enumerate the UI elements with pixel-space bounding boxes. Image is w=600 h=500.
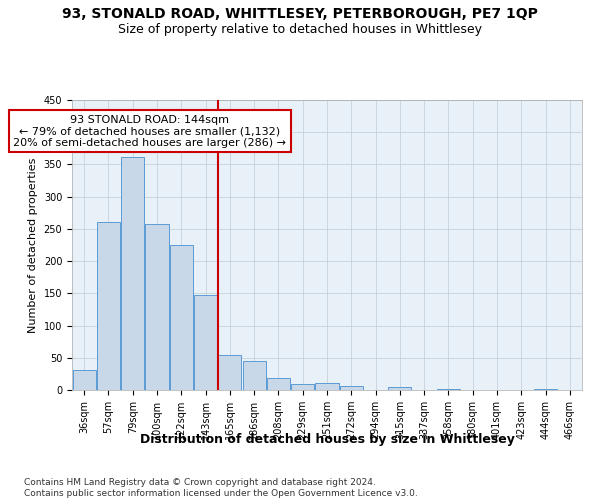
Bar xyxy=(170,245,193,390)
Text: 93, STONALD ROAD, WHITTLESEY, PETERBOROUGH, PE7 1QP: 93, STONALD ROAD, WHITTLESEY, PETERBOROU… xyxy=(62,8,538,22)
Y-axis label: Number of detached properties: Number of detached properties xyxy=(28,158,38,332)
Text: 93 STONALD ROAD: 144sqm
← 79% of detached houses are smaller (1,132)
20% of semi: 93 STONALD ROAD: 144sqm ← 79% of detache… xyxy=(13,115,286,148)
Bar xyxy=(340,386,363,390)
Bar xyxy=(267,378,290,390)
Bar xyxy=(194,294,217,390)
Bar xyxy=(218,354,241,390)
Bar xyxy=(437,388,460,390)
Bar xyxy=(73,370,95,390)
Bar xyxy=(291,384,314,390)
Bar xyxy=(534,388,557,390)
Text: Size of property relative to detached houses in Whittlesey: Size of property relative to detached ho… xyxy=(118,22,482,36)
Bar xyxy=(121,156,144,390)
Bar xyxy=(145,224,169,390)
Text: Distribution of detached houses by size in Whittlesey: Distribution of detached houses by size … xyxy=(140,432,514,446)
Bar xyxy=(316,383,338,390)
Bar xyxy=(388,387,412,390)
Text: Contains HM Land Registry data © Crown copyright and database right 2024.
Contai: Contains HM Land Registry data © Crown c… xyxy=(24,478,418,498)
Bar xyxy=(242,361,266,390)
Bar xyxy=(97,222,120,390)
